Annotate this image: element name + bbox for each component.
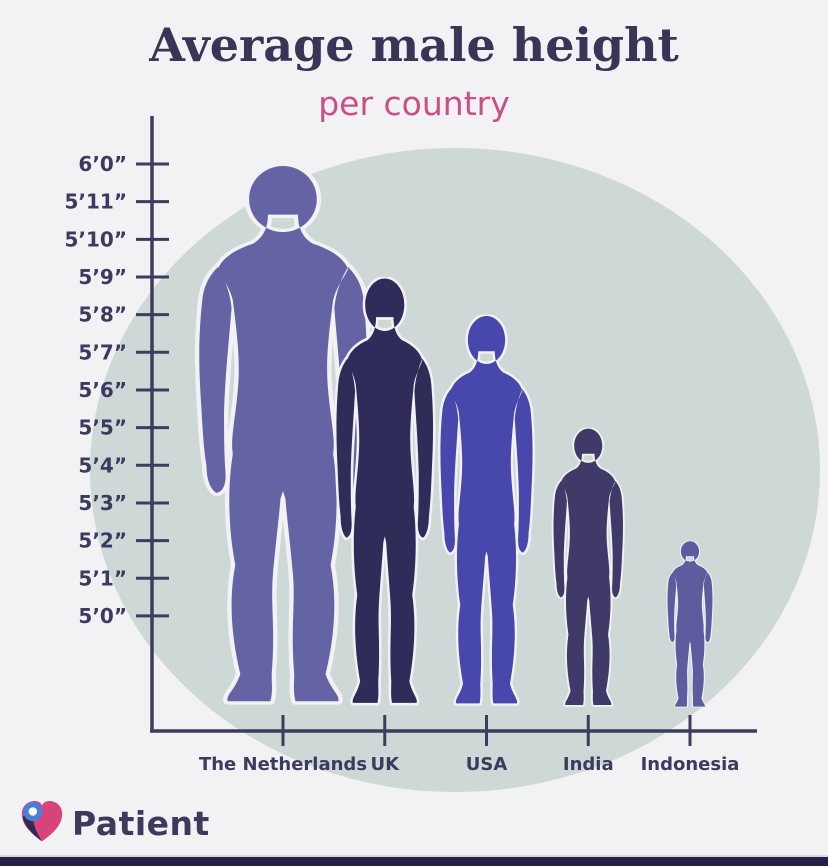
x-category-label: India	[563, 754, 614, 775]
y-tick-label: 5’3”	[78, 491, 127, 515]
y-tick-label: 5’8”	[78, 303, 127, 327]
brand-name: Patient	[72, 803, 210, 843]
patient-logo: Patient	[20, 796, 210, 850]
x-category-label: UK	[370, 754, 400, 775]
y-tick-label: 5’1”	[78, 566, 127, 590]
y-tick-label: 5’11”	[65, 190, 128, 214]
x-category-label: USA	[466, 754, 508, 775]
y-tick-label: 5’2”	[78, 529, 127, 553]
x-category-label: Indonesia	[641, 754, 740, 775]
x-category-label: The Netherlands	[199, 754, 367, 775]
y-tick-label: 6’0”	[78, 152, 127, 176]
y-tick-label: 5’6”	[78, 378, 127, 402]
y-tick-label: 5’4”	[78, 453, 127, 477]
y-tick-label: 5’0”	[78, 604, 127, 628]
bottom-bar	[0, 855, 828, 866]
y-tick-label: 5’10”	[65, 227, 128, 251]
y-tick-label: 5’5”	[78, 416, 127, 440]
page-title: Average male height	[149, 18, 679, 72]
y-tick-label: 5’9”	[78, 265, 127, 289]
heart-icon	[21, 801, 63, 842]
y-tick-label: 5’7”	[78, 340, 127, 364]
page-subtitle: per country	[318, 84, 510, 123]
